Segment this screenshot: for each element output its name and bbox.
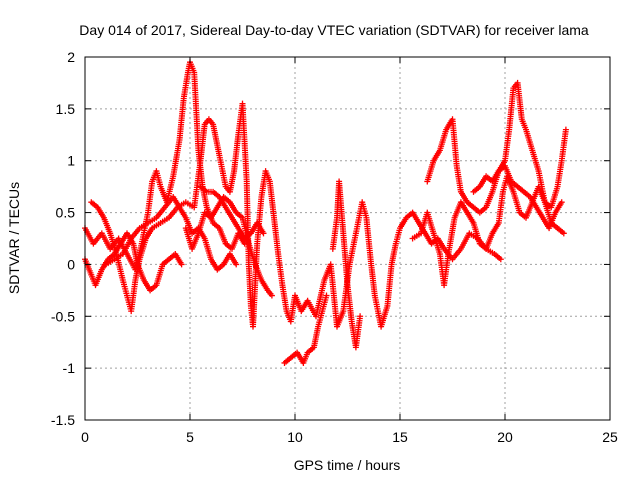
series-track-5	[182, 194, 275, 299]
data-markers	[82, 59, 569, 366]
data-point	[178, 261, 185, 268]
data-point	[560, 230, 567, 237]
series-track-9	[409, 173, 567, 289]
x-tick-label: 5	[186, 429, 194, 445]
y-tick-label: 0.5	[56, 205, 76, 221]
data-point	[323, 292, 330, 299]
data-point	[558, 199, 565, 206]
series-track-4	[103, 194, 240, 273]
x-tick-label: 25	[602, 429, 618, 445]
x-axis-label: GPS time / hours	[294, 457, 401, 473]
y-tick-label: -0.5	[51, 308, 75, 324]
x-tick-label: 15	[392, 429, 408, 445]
data-point	[268, 292, 275, 299]
x-tick-label: 10	[287, 429, 303, 445]
series-track-10	[424, 79, 569, 216]
data-point	[497, 256, 504, 263]
y-tick-label: 0	[67, 256, 75, 272]
grid-lines	[85, 57, 610, 420]
plot-frame	[84, 56, 611, 421]
x-tick-label: 0	[81, 429, 89, 445]
series-track-2	[88, 100, 504, 330]
y-tick-label: 2	[67, 49, 75, 65]
series-track-6	[197, 183, 267, 242]
y-tick-label: -1.5	[51, 412, 75, 428]
x-tick-label: 20	[497, 429, 513, 445]
series-track-8	[329, 178, 364, 351]
x-axis-ticks: 0 5 10 15 20 25	[81, 57, 618, 445]
series-track-7	[281, 292, 330, 366]
data-point	[233, 261, 240, 268]
y-axis-ticks: -1.5 -1 -0.5 0 0.5 1 1.5 2	[51, 49, 610, 428]
data-point	[562, 126, 569, 133]
y-tick-label: 1.5	[56, 101, 76, 117]
y-tick-label: -1	[63, 360, 76, 376]
series-track-11	[470, 162, 565, 232]
data-point	[260, 230, 267, 237]
chart-title: Day 014 of 2017, Sidereal Day-to-day VTE…	[79, 22, 589, 38]
series-track-1	[82, 59, 248, 273]
data-point	[357, 313, 364, 320]
y-axis-label: SDTVAR / TECUs	[6, 182, 22, 294]
y-tick-label: 1	[67, 153, 75, 169]
